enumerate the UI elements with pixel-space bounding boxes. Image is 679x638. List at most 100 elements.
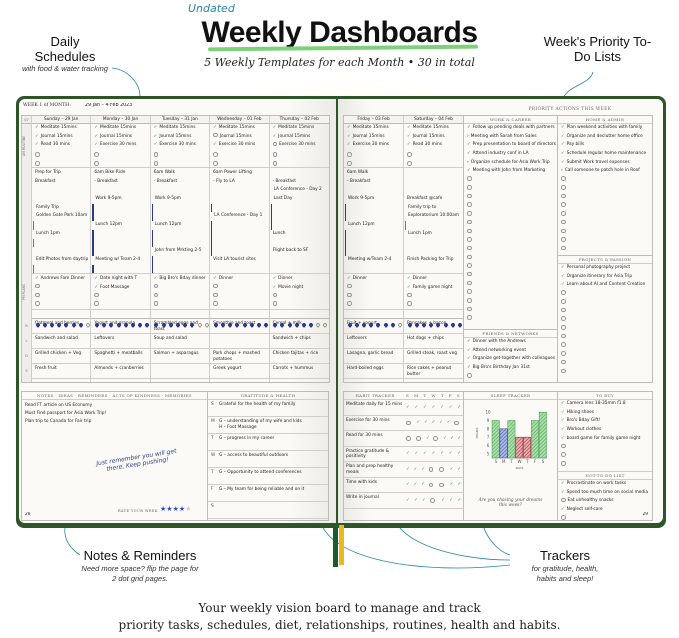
meal-cell[interactable]: Sandwich and salad (32, 334, 91, 349)
list-item[interactable] (558, 359, 652, 369)
evening-item[interactable] (270, 292, 329, 301)
check-icon[interactable]: ✓ (467, 168, 471, 174)
empty-checkbox-icon[interactable] (467, 237, 472, 242)
evening-item[interactable]: ✓ Dinner (210, 275, 268, 284)
list-item[interactable] (558, 176, 652, 185)
schedule-slot[interactable] (32, 247, 90, 256)
habit-check-icon[interactable]: ✓ (406, 404, 410, 410)
check-icon[interactable]: ✓ (561, 133, 565, 139)
list-item[interactable] (558, 443, 652, 452)
schedule-slot[interactable]: Edit Photos from daytrip (36, 256, 89, 262)
empty-checkbox-icon[interactable] (467, 219, 472, 225)
routine-item[interactable]: ✓ Meditate 15mins (344, 124, 403, 133)
meal-cell[interactable]: Cereal + milk (269, 319, 329, 334)
schedule-slot[interactable] (151, 255, 209, 265)
empty-checkbox-icon[interactable] (561, 245, 566, 251)
schedule-slot[interactable] (210, 195, 268, 204)
list-item[interactable] (558, 185, 652, 194)
check-icon[interactable]: ✓ (347, 125, 351, 130)
check-icon[interactable]: ✓ (407, 276, 411, 281)
habit-check-icon[interactable]: ✓ (406, 497, 410, 503)
evening-item[interactable] (32, 292, 90, 301)
check-icon[interactable]: ✓ (561, 489, 565, 495)
schedule-slot[interactable] (32, 195, 90, 204)
empty-checkbox-icon[interactable] (561, 193, 566, 199)
schedule-slot[interactable] (404, 169, 463, 178)
schedule-slot[interactable]: Breakfast @cafe (407, 196, 443, 202)
habit-check-icon[interactable]: ✓ (406, 482, 410, 487)
list-item[interactable] (558, 245, 652, 255)
routine-item[interactable]: ✓ Meditate 15mins (91, 124, 149, 133)
empty-checkbox-icon[interactable] (407, 152, 412, 157)
list-item[interactable] (464, 280, 557, 289)
habit-check-icon[interactable]: ✓ (426, 435, 430, 441)
schedule-slot[interactable]: Lunch 12pm (95, 222, 122, 228)
empty-checkbox-icon[interactable] (561, 497, 566, 503)
check-icon[interactable]: ✓ (467, 151, 471, 157)
list-item[interactable] (558, 461, 652, 470)
habit-check-icon[interactable]: ✓ (457, 404, 461, 410)
habit-check-icon[interactable]: ✓ (448, 404, 453, 410)
check-icon[interactable]: ✓ (153, 142, 158, 148)
schedule-slot[interactable]: LA Conference - Day 2 (273, 187, 322, 193)
meal-cell[interactable]: Almonds + cranberries (91, 364, 150, 379)
evening-item[interactable] (151, 292, 209, 301)
arrow-icon[interactable]: › (467, 133, 469, 139)
check-icon[interactable]: ✓ (272, 125, 277, 130)
list-item[interactable] (558, 202, 652, 211)
note-line[interactable]: Must Find passport for Asia Work Trip! (25, 411, 107, 416)
note-line[interactable]: Plan trip to Canada for Fair trip (25, 419, 92, 424)
empty-checkbox-icon[interactable] (35, 152, 40, 157)
check-icon[interactable]: ✓ (347, 276, 351, 281)
evening-item[interactable] (32, 301, 90, 310)
check-icon[interactable]: ✓ (272, 284, 277, 290)
list-item[interactable] (464, 271, 557, 281)
empty-checkbox-icon[interactable] (561, 368, 566, 373)
evening-item[interactable] (32, 283, 90, 293)
star-icon[interactable]: ★ (178, 505, 186, 513)
empty-checkbox-icon[interactable] (347, 161, 352, 166)
list-item[interactable]: ✓ Personal photography project (558, 264, 652, 273)
schedule-slot[interactable]: 6am Walk (347, 170, 369, 175)
check-icon[interactable]: ✓ (561, 507, 565, 513)
check-icon[interactable]: ✓ (272, 133, 277, 139)
schedule-slot[interactable] (32, 264, 90, 274)
schedule-slot[interactable] (91, 186, 149, 195)
empty-checkbox-icon[interactable] (213, 152, 218, 157)
list-item[interactable]: › Organize schedule for Asia Work Trip (464, 159, 557, 168)
star-icon[interactable]: ★ (185, 505, 192, 513)
schedule-slot[interactable] (404, 221, 463, 230)
empty-checkbox-icon[interactable] (94, 161, 99, 166)
list-item[interactable]: › Meeting with Sarah from Sales (464, 133, 557, 142)
empty-routine-slot[interactable] (151, 150, 209, 159)
schedule-slot[interactable]: - Fly to LA (213, 178, 235, 184)
meal-cell[interactable]: Chicken fajitas + rice (269, 349, 329, 364)
check-icon[interactable]: ✓ (561, 435, 565, 441)
habit-empty-icon[interactable] (428, 482, 434, 487)
schedule-slot[interactable] (91, 247, 149, 256)
schedule-slot[interactable] (210, 247, 268, 256)
check-icon[interactable]: ✓ (467, 356, 471, 362)
habit-check-icon[interactable]: ✓ (423, 404, 427, 410)
schedule-slot[interactable]: Work 9-5pm (95, 196, 122, 202)
check-icon[interactable]: ✓ (153, 276, 158, 281)
schedule-slot[interactable] (91, 229, 149, 239)
check-icon[interactable]: ✓ (561, 159, 565, 165)
habit-check-icon[interactable]: ✓ (457, 435, 461, 441)
meal-cell[interactable]: Smoothie and toast (210, 319, 269, 334)
empty-checkbox-icon[interactable] (94, 292, 99, 298)
meal-cell[interactable]: Leftovers (91, 334, 150, 349)
check-icon[interactable]: ✓ (561, 418, 565, 424)
empty-checkbox-icon[interactable] (407, 161, 412, 166)
schedule-slot[interactable] (344, 212, 403, 222)
habit-check-icon[interactable]: ✓ (449, 497, 453, 503)
empty-checkbox-icon[interactable] (561, 237, 566, 242)
check-icon[interactable]: ✓ (407, 125, 411, 130)
schedule-slot[interactable]: Exploratorium 10:00am (408, 213, 459, 219)
list-item[interactable] (558, 228, 652, 237)
list-item[interactable] (558, 211, 652, 220)
empty-checkbox-icon[interactable] (153, 161, 159, 166)
schedule-slot[interactable] (344, 186, 403, 195)
list-item[interactable] (558, 316, 652, 325)
meal-cell[interactable]: Soup and salad (150, 334, 210, 349)
